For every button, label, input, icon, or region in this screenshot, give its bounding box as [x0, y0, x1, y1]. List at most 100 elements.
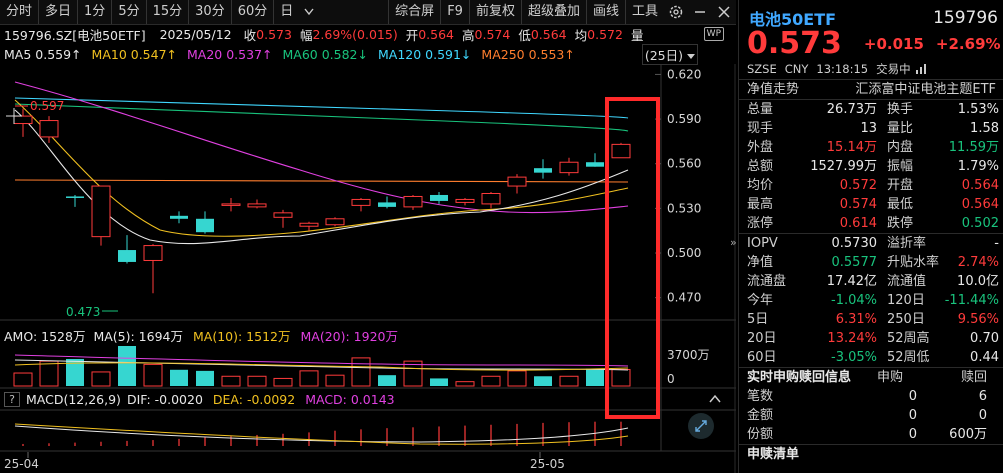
dif-label: DIF: -0.0020	[126, 391, 203, 407]
candle	[534, 159, 552, 179]
volume-bar	[586, 368, 604, 386]
candle-body	[325, 218, 345, 226]
rt-row: 份额 0 600万	[739, 425, 1003, 444]
stat-label: 250日	[887, 312, 925, 327]
rt-row-label: 笔数	[747, 389, 774, 404]
tab-1min[interactable]: 1分	[77, 0, 111, 24]
minus-icon[interactable]	[691, 3, 709, 21]
ma60-label: MA60 0.582↓	[282, 46, 368, 62]
stat-value: 0.44	[970, 350, 999, 365]
wp-icon[interactable]: WP	[703, 27, 724, 41]
ma-bar: MA5 0.559↑ MA10 0.547↑ MA20 0.537↑ MA60 …	[0, 43, 736, 65]
chevron-up-icon[interactable]	[707, 391, 723, 407]
quote-stats-2: IOPV 0.5730 溢折率 - 净值 0.5577 升贴水率 2.74% 流通盘 17.42亿…	[739, 233, 1003, 367]
kline-chart[interactable]: 0.620 0.590 0.560 0.530 0.500 0.470 3700万 0 0…	[0, 64, 736, 473]
candle	[299, 221, 319, 231]
quote-row: 流通盘 17.42亿 流通值 10.0亿	[739, 272, 1003, 291]
crosshair-marker	[6, 108, 22, 124]
vol-ma5-line	[14, 359, 629, 371]
dea-label: DEA: -0.0092	[212, 391, 296, 407]
candle-body	[143, 245, 163, 261]
chevron-down-icon[interactable]	[300, 3, 318, 21]
ma20-label: MA20 0.537↑	[187, 46, 273, 62]
info-bar: 159796.SZ[电池50ETF] 2025/05/12 收 0.573 幅 …	[0, 24, 736, 44]
stat-label: 外盘	[747, 140, 774, 155]
gear-icon[interactable]	[667, 3, 685, 21]
price-tick-label: 0.560	[667, 157, 701, 171]
ma5-line	[14, 109, 629, 245]
tab-60min[interactable]: 60分	[230, 0, 274, 24]
stat-label: 流通盘	[747, 274, 787, 289]
menu-qianfuquan[interactable]: 前复权	[468, 0, 521, 24]
candle-body	[351, 198, 371, 206]
quote-panel: 电池50ETF 159796 0.573 +0.015 +2.69% SZSE …	[738, 0, 1003, 473]
stat-value: 1527.99万	[810, 159, 877, 174]
high-value: 0.574	[474, 26, 511, 42]
macd-bar: ? MACD(12,26,9) DIF: -0.0020 DEA: -0.009…	[0, 390, 395, 408]
highlight-box	[605, 97, 660, 419]
candle	[455, 197, 475, 206]
day-count-select[interactable]: (25日)	[641, 43, 698, 65]
rt-row-value: 6	[978, 389, 987, 404]
volume-bar	[170, 369, 188, 386]
stat-value: 0.572	[839, 178, 877, 193]
tab-day[interactable]: 日	[273, 0, 297, 24]
stat-value: 11.59万	[948, 140, 999, 155]
stat-value: 1.58	[970, 121, 999, 136]
stat-value: 17.42亿	[826, 274, 877, 289]
stat-value: 0.564	[961, 178, 999, 193]
candle	[118, 235, 136, 264]
tab-30min[interactable]: 30分	[188, 0, 231, 24]
expand-icon[interactable]	[688, 413, 714, 439]
tab-duori[interactable]: 多日	[38, 0, 77, 24]
rt-table: 笔数 0 6 金额 0 0 份额 0 600万	[739, 387, 1003, 444]
stat-value: 0.70	[970, 331, 999, 346]
dif-line	[14, 425, 629, 443]
quote-time: 13:18:15	[816, 62, 869, 76]
close-icon[interactable]	[715, 3, 733, 21]
stat-value: 15.14万	[826, 140, 877, 155]
volume-axis-zero: 0	[667, 372, 675, 386]
rt-row: 笔数 0 6	[739, 387, 1003, 406]
quote-row: 60日 -3.05% 52周低 0.44	[739, 348, 1003, 367]
chart-frame	[0, 64, 736, 473]
change-label: 幅	[299, 27, 313, 43]
candle-body	[221, 203, 241, 206]
high-label: 高	[462, 27, 475, 43]
open-value: 0.564	[418, 26, 455, 42]
stat-label: 升贴水率	[887, 255, 940, 270]
close-value: 0.573	[256, 26, 292, 42]
tab-fenshi[interactable]: 分时	[6, 4, 33, 19]
volume-bar	[91, 371, 111, 387]
menu-huaxian[interactable]: 画线	[585, 0, 625, 24]
menu-zonghe[interactable]: 综合屏	[388, 0, 440, 24]
stat-value: -3.05%	[831, 350, 877, 365]
rt-row-value: 0	[908, 427, 917, 442]
volume-bar	[118, 346, 136, 386]
nav-trend-link[interactable]: 净值走势	[747, 82, 800, 97]
help-icon[interactable]: ?	[4, 391, 20, 407]
candle-body	[273, 212, 293, 218]
collapse-panel-icon[interactable]: »	[730, 236, 737, 249]
macd-label: MACD(12,26,9)	[26, 391, 121, 407]
quote-row: 20日 13.24% 52周高 0.70	[739, 329, 1003, 348]
candle	[481, 192, 501, 209]
macd-bars	[22, 421, 622, 446]
tab-15min[interactable]: 15分	[145, 0, 189, 24]
menu-gongju[interactable]: 工具	[624, 0, 664, 24]
volume-bar	[481, 375, 501, 387]
menu-chaojidiejia[interactable]: 超级叠加	[520, 0, 586, 24]
candle-body	[118, 250, 136, 262]
volume-bar	[455, 381, 475, 387]
tab-5min[interactable]: 5分	[111, 0, 145, 24]
list-section-title: 申赎清单	[747, 447, 800, 462]
volume-axis-max: 3700万	[667, 348, 710, 362]
stat-value: 0.574	[839, 197, 877, 212]
stat-label: 开盘	[887, 178, 914, 193]
dea-line	[14, 423, 629, 445]
stat-value: 1.79%	[957, 159, 999, 174]
last-price: 0.573	[747, 26, 842, 61]
exchange-label: SZSE	[747, 62, 777, 76]
menu-f9[interactable]: F9	[440, 0, 469, 24]
stat-label: 5日	[747, 312, 769, 327]
